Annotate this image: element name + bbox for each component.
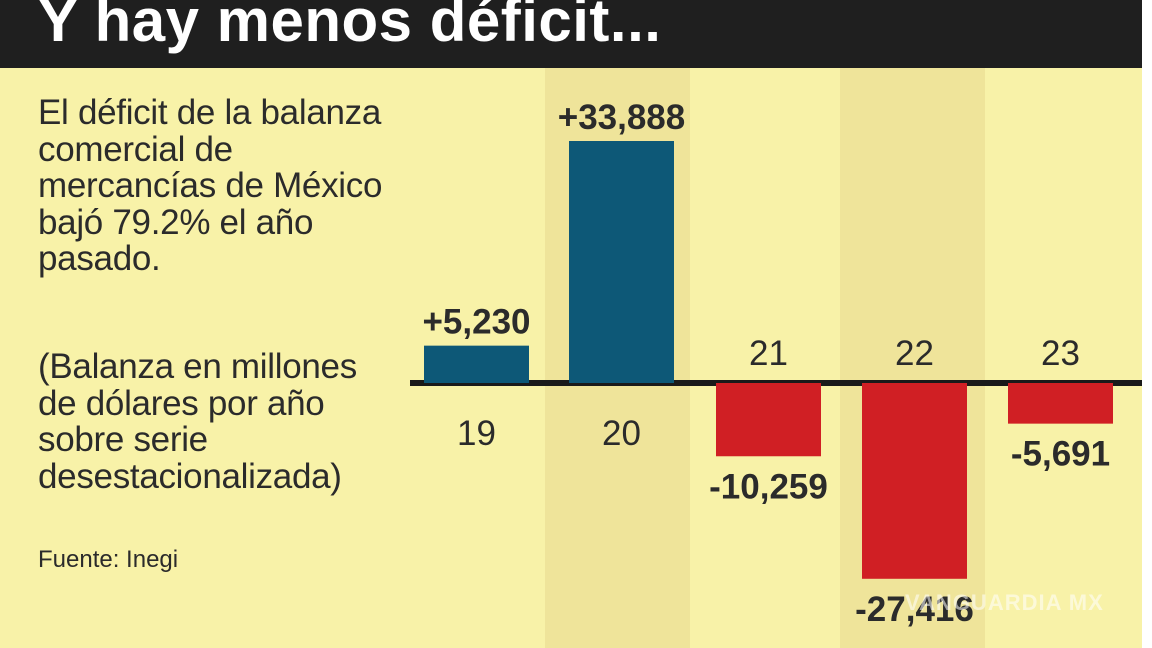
value-label-22: -27,416 (855, 590, 974, 629)
title-bar: Y hay menos déficit... (0, 0, 1142, 68)
value-label-21: -10,259 (709, 467, 828, 506)
value-label-20: +33,888 (558, 98, 686, 137)
value-label-19: +5,230 (422, 303, 530, 342)
category-label-20: 20 (602, 414, 641, 453)
bar-20 (569, 141, 674, 383)
category-label-22: 22 (895, 334, 934, 373)
watermark: VANGUARDIA MX (905, 590, 1104, 615)
units-note: (Balanza en millones de dólares por año … (38, 347, 357, 496)
chart-title: Y hay menos déficit... (38, 0, 662, 54)
source-note: Fuente: Inegi (38, 546, 179, 573)
value-label-23: -5,691 (1011, 435, 1110, 474)
bar-19 (424, 345, 529, 383)
bar-21 (716, 383, 821, 457)
bar-22 (862, 383, 967, 579)
bar-23 (1008, 383, 1113, 424)
category-label-21: 21 (749, 334, 788, 373)
category-label-23: 23 (1041, 334, 1080, 373)
description-text: El déficit de la balanza comercial de me… (38, 93, 383, 278)
category-label-19: 19 (457, 414, 496, 453)
